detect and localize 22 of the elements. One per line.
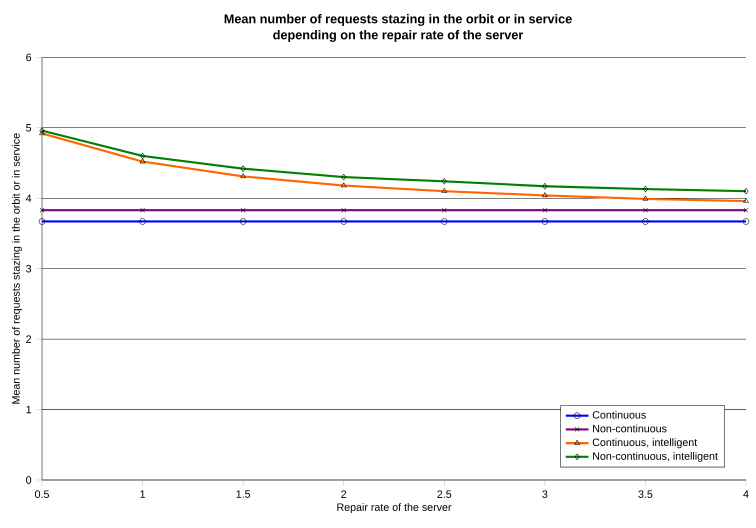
y-tick-label: 5 <box>26 124 32 132</box>
x-tick-label: 2 <box>341 490 346 498</box>
legend-label: Non-continuous <box>593 424 667 432</box>
legend-label: Non-continuous, intelligent <box>593 452 718 462</box>
y-tick-label: 2 <box>26 335 32 343</box>
x-tick-label: 3 <box>542 490 548 498</box>
x-tick-label: 1 <box>140 490 146 498</box>
x-axis-title: Repair rate of the server <box>337 503 452 514</box>
x-tick-label: 2.5 <box>437 490 452 498</box>
x-tick-label: 1.5 <box>236 490 250 498</box>
y-tick-label: 6 <box>26 54 32 62</box>
legend-label: Continuous <box>592 410 646 419</box>
x-tick-label: 3.5 <box>638 490 652 498</box>
x-tick-label: 0.5 <box>35 490 49 498</box>
chart-title: Mean number of requests stazing in the orbit or in service depending on the repair rate of the server <box>224 14 572 42</box>
x-tick-label: 4 <box>743 490 749 498</box>
y-axis-title: Mean number of requests stazing in the orbit or in service <box>12 133 22 404</box>
y-tick-label: 3 <box>26 264 32 272</box>
y-tick-label: 0 <box>26 476 32 484</box>
legend-label: Continuous, intelligent <box>592 438 698 448</box>
y-tick-label: 4 <box>26 194 32 202</box>
y-tick-label: 1 <box>26 406 32 414</box>
